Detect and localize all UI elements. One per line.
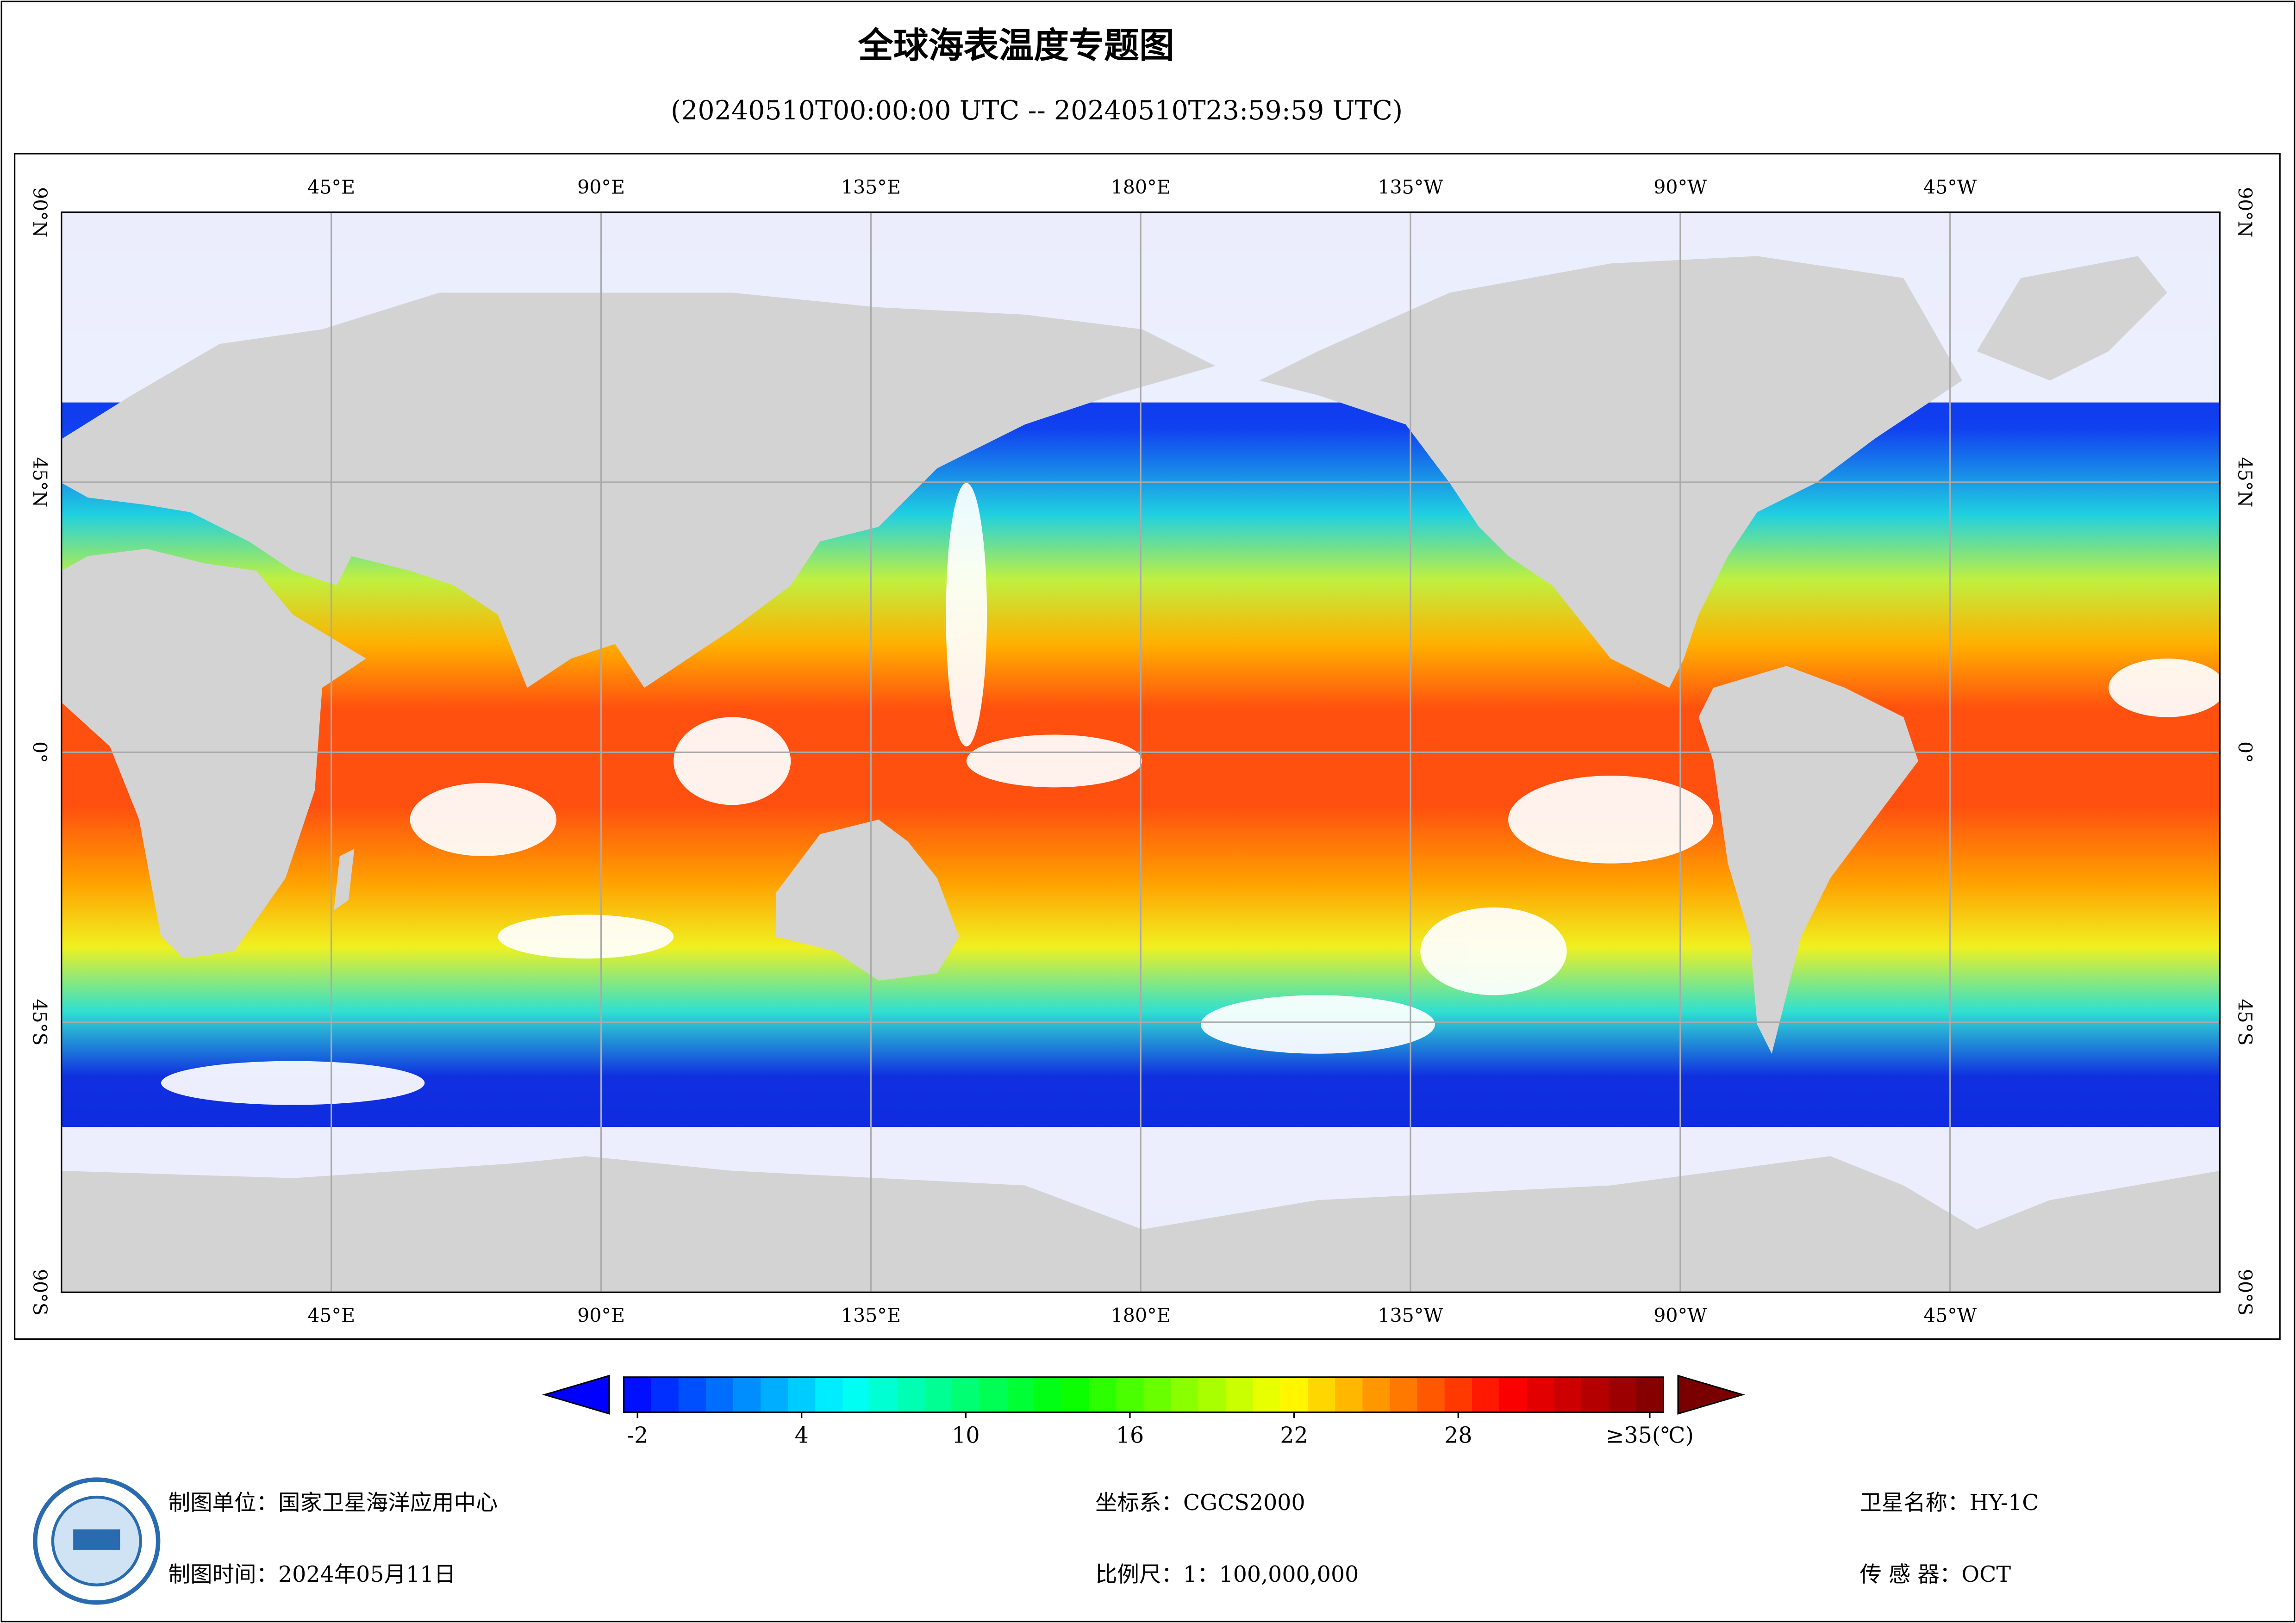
graticule — [61, 212, 2220, 1293]
colorbar-segment — [1171, 1377, 1199, 1412]
lat-label-right: 90°S — [2234, 1269, 2256, 1316]
subtitle: (20240510T00:00:00 UTC -- 20240510T23:59… — [671, 95, 1403, 126]
colorbar-segment — [842, 1377, 871, 1412]
colorbar: -2 4 10 16 22 28 ≥35(℃) — [542, 1374, 1745, 1448]
logo — [33, 1477, 161, 1605]
lat-label-left: 0° — [29, 741, 51, 763]
colorbar-tick-label: ≥35(℃) — [1606, 1423, 1694, 1448]
colorbar-segment — [705, 1377, 734, 1412]
colorbar-segment — [1581, 1377, 1610, 1412]
colorbar-segment — [1143, 1377, 1172, 1412]
colorbar-segment — [1253, 1377, 1281, 1412]
lon-label-top: 135°E — [841, 176, 901, 198]
lon-label-top: 180°E — [1111, 176, 1171, 198]
lon-label-top: 45°W — [1923, 176, 1977, 198]
mapping-date: 制图时间：2024年05月11日 — [168, 1562, 456, 1587]
lat-label-right: 45°S — [2234, 999, 2256, 1045]
colorbar-segment — [788, 1377, 816, 1412]
lon-label-top: 90°E — [577, 176, 625, 198]
colorbar-tick-label: -2 — [627, 1423, 648, 1448]
lon-label-bottom: 135°E — [841, 1305, 901, 1327]
colorbar-segment — [1006, 1377, 1035, 1412]
colorbar-segment — [761, 1377, 789, 1412]
colorbar-segment — [1308, 1377, 1336, 1412]
colorbar-segment — [1472, 1377, 1500, 1412]
lon-label-top: 45°E — [307, 176, 355, 198]
map-scale: 比例尺：1：100,000,000 — [1095, 1562, 1359, 1587]
lat-label-left: 45°N — [29, 457, 51, 508]
lat-label-left: 45°S — [29, 999, 51, 1045]
map-border — [61, 211, 2221, 1293]
lon-label-bottom: 180°E — [1111, 1305, 1171, 1327]
title: 全球海表温度专题图 — [858, 25, 1174, 66]
colorbar-border — [623, 1376, 1665, 1413]
lon-label-bottom: 90°W — [1653, 1305, 1707, 1327]
satellite-name: 卫星名称：HY-1C — [1859, 1490, 2039, 1516]
lon-label-top: 90°W — [1653, 176, 1707, 198]
colorbar-segment — [1034, 1377, 1062, 1412]
colorbar-segment — [952, 1377, 980, 1412]
lon-label-bottom: 45°W — [1923, 1305, 1977, 1327]
lat-label-right: 0° — [2234, 741, 2256, 763]
colorbar-tick-label: 22 — [1280, 1423, 1308, 1448]
map-frame — [14, 153, 2281, 1340]
colorbar-segment — [1526, 1377, 1555, 1412]
map-labels: 45°E 45°E 90°E 90°E 135°E 135°E 180°E 180°E 135°… — [29, 176, 2256, 1326]
colorbar-segment — [1061, 1377, 1090, 1412]
colorbar-segment — [1499, 1377, 1528, 1412]
colorbar-tick-label: 10 — [952, 1423, 980, 1448]
lon-label-bottom: 135°W — [1378, 1305, 1443, 1327]
sensor-name: 传 感 器：OCT — [1859, 1562, 2011, 1587]
colorbar-segment — [1335, 1377, 1363, 1412]
colorbar-segment — [924, 1377, 953, 1412]
colorbar-segment — [1609, 1377, 1637, 1412]
colorbar-segment — [815, 1377, 843, 1412]
colorbar-high-arrow — [1677, 1374, 1745, 1415]
colorbar-segment — [678, 1377, 707, 1412]
colorbar-segment — [1280, 1377, 1309, 1412]
colorbar-segment — [1444, 1377, 1473, 1412]
colorbar-tick-label: 16 — [1116, 1423, 1144, 1448]
lat-label-right: 45°N — [2234, 457, 2256, 508]
colorbar-tick-label: 28 — [1444, 1423, 1472, 1448]
colorbar-segment — [1225, 1377, 1254, 1412]
lon-label-bottom: 45°E — [307, 1305, 355, 1327]
colorbar-tick-label: 4 — [795, 1423, 809, 1448]
colorbar-low-arrow — [542, 1374, 610, 1415]
colorbar-segment — [870, 1377, 898, 1412]
colorbar-segment — [733, 1377, 761, 1412]
colorbar-segment — [1417, 1377, 1446, 1412]
colorbar-segment — [979, 1377, 1008, 1412]
mapping-unit: 制图单位：国家卫星海洋应用中心 — [168, 1490, 498, 1516]
coordinate-system: 坐标系：CGCS2000 — [1095, 1490, 1305, 1516]
colorbar-segment — [1362, 1377, 1391, 1412]
lat-label-left: 90°S — [29, 1269, 51, 1316]
map — [61, 212, 2220, 1293]
colorbar-segment — [1089, 1377, 1117, 1412]
colorbar-segment — [897, 1377, 926, 1412]
colorbar-segment — [1116, 1377, 1145, 1412]
colorbar-segment — [624, 1377, 652, 1412]
colorbar-segment — [1198, 1377, 1227, 1412]
lat-label-right: 90°N — [2234, 187, 2256, 237]
colorbar-segment — [1554, 1377, 1582, 1412]
colorbar-segment — [1636, 1377, 1665, 1412]
lon-label-bottom: 90°E — [577, 1305, 625, 1327]
lat-label-left: 90°N — [29, 187, 51, 237]
colorbar-segment — [651, 1377, 680, 1412]
lon-label-top: 135°W — [1378, 176, 1443, 198]
colorbar-segment — [1390, 1377, 1418, 1412]
